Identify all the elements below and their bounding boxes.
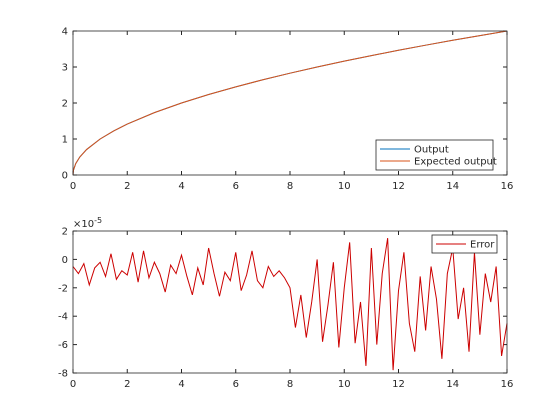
y-tick-label: 0	[62, 255, 68, 266]
x-tick-label: 14	[446, 379, 459, 390]
legend-label: Expected output	[414, 157, 497, 168]
x-tick-label: 4	[178, 181, 184, 192]
y-tick-label: -8	[58, 369, 68, 380]
y-multiplier: ×10-5	[73, 216, 102, 230]
y-tick-label: 2	[62, 99, 68, 110]
multiplier-base: ×10	[73, 219, 94, 230]
series-line	[72, 30, 508, 176]
x-tick-label: 2	[124, 379, 130, 390]
axes-background	[73, 231, 507, 373]
x-tick-label: 10	[338, 379, 351, 390]
x-tick-label: 0	[70, 181, 76, 192]
y-tick-label: 0	[62, 171, 68, 182]
x-tick-label: 14	[446, 181, 459, 192]
multiplier-exponent: -5	[94, 216, 102, 225]
x-tick-label: 12	[392, 379, 405, 390]
x-tick-label: 6	[233, 181, 239, 192]
legend-label: Output	[414, 145, 449, 156]
legend-box	[375, 139, 494, 171]
x-tick-label: 8	[287, 181, 293, 192]
x-tick-label: 8	[287, 379, 293, 390]
y-tick-label: -2	[58, 283, 68, 294]
x-tick-label: 10	[338, 181, 351, 192]
axes-box	[72, 230, 508, 374]
x-tick-label: 16	[501, 181, 514, 192]
y-tick-label: -4	[58, 312, 68, 323]
y-tick-label: 4	[62, 27, 68, 38]
y-tick-label: -6	[58, 340, 68, 351]
y-tick-label: 1	[62, 135, 68, 146]
x-tick-label: 2	[124, 181, 130, 192]
x-tick-label: 16	[501, 379, 514, 390]
axes-box	[72, 30, 508, 176]
y-tick-label: 3	[62, 63, 68, 74]
y-tick-label: 2	[62, 227, 68, 238]
x-tick-label: 12	[392, 181, 405, 192]
x-tick-label: 4	[178, 379, 184, 390]
x-tick-label: 0	[70, 379, 76, 390]
legend-label: Error	[470, 240, 495, 251]
series-line	[72, 238, 508, 371]
x-tick-label: 6	[233, 379, 239, 390]
